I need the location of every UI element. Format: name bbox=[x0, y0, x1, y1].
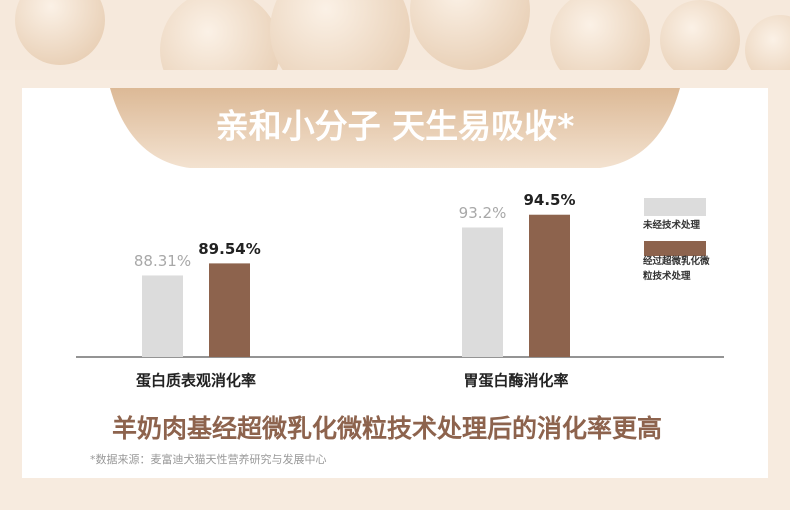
bar bbox=[462, 227, 503, 357]
chart-title: 亲和小分子 天生易吸收* bbox=[216, 107, 575, 146]
legend-label: 经过超微乳化微粒技术处理 bbox=[643, 256, 710, 282]
title-banner bbox=[110, 88, 680, 168]
legend-label: 未经技术处理 bbox=[643, 220, 701, 231]
bar bbox=[529, 214, 570, 357]
legend-swatch bbox=[644, 198, 706, 216]
x-tick-label: 胃蛋白酶消化率 bbox=[463, 372, 568, 390]
x-tick-label: 蛋白质表观消化率 bbox=[136, 372, 256, 390]
value-label: 88.31% bbox=[134, 252, 191, 270]
footnote: *数据来源：麦富迪犬猫天性营养研究与发展中心 bbox=[90, 452, 327, 466]
bar bbox=[142, 275, 183, 357]
value-label: 89.54% bbox=[198, 240, 260, 258]
value-label: 94.5% bbox=[523, 191, 575, 209]
subtitle: 羊奶肉基经超微乳化微粒技术处理后的消化率更高 bbox=[112, 414, 662, 443]
bar bbox=[209, 263, 250, 357]
legend-swatch bbox=[644, 241, 706, 256]
value-label: 93.2% bbox=[459, 204, 507, 222]
